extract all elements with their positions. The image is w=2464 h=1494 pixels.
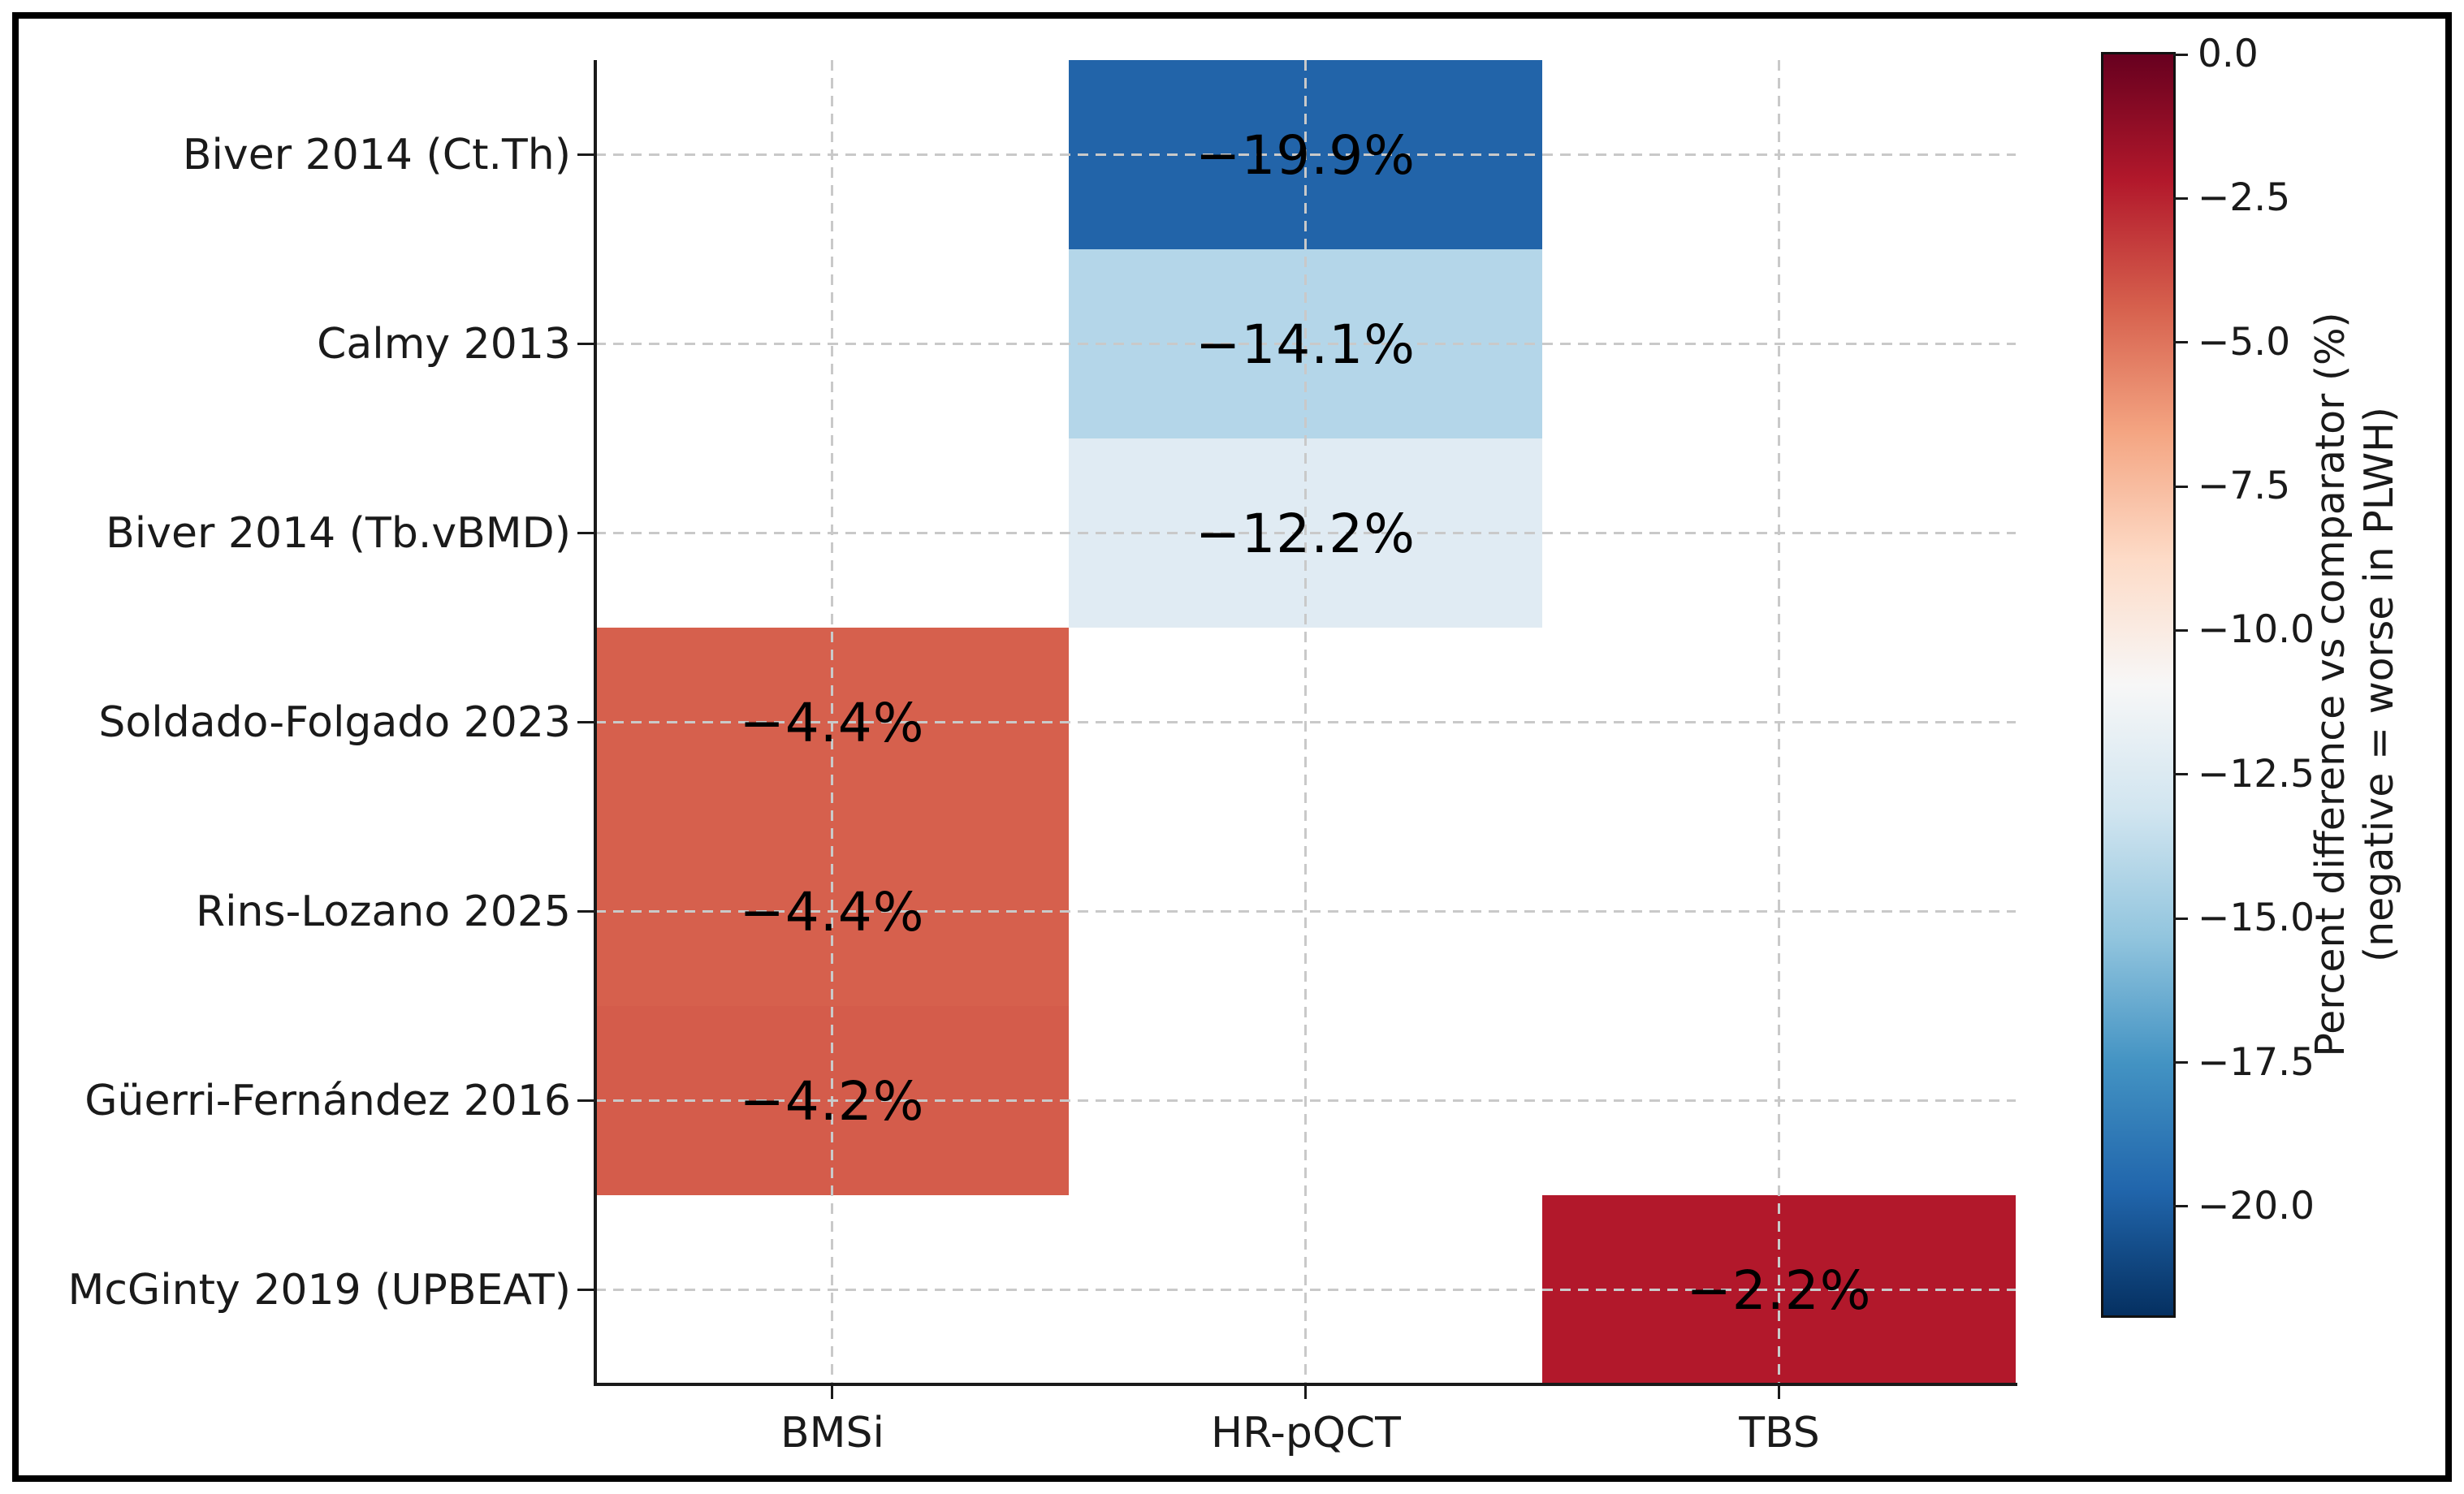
row-label: Rins-Lozano 2025 [195, 887, 571, 936]
cell-value-label: −4.4% [739, 880, 925, 943]
colorbar-tick-mark [2173, 918, 2188, 920]
colorbar-label-line1: Percent difference vs comparator (%) [2307, 312, 2354, 1057]
cell-value-label: −12.2% [1195, 502, 1416, 565]
colorbar-tick-mark [2173, 1061, 2188, 1064]
cell-value-label: −2.2% [1686, 1259, 1872, 1322]
column-label: BMSi [780, 1409, 884, 1457]
cell-value-label: −4.2% [739, 1069, 925, 1133]
colorbar-tick-mark [2173, 197, 2188, 200]
gridline-vertical [1304, 60, 1307, 1384]
colorbar-tick-mark [2173, 486, 2188, 488]
colorbar-tick-label: −10.0 [2198, 607, 2315, 652]
y-tick-mark [577, 910, 594, 913]
colorbar-tick-label: −20.0 [2198, 1184, 2315, 1228]
x-tick-mark [1778, 1384, 1780, 1399]
y-tick-mark [577, 1289, 594, 1291]
cell-value-label: −19.9% [1195, 123, 1416, 187]
x-tick-mark [1304, 1384, 1307, 1399]
colorbar-outline [2101, 52, 2176, 1318]
y-tick-mark [577, 1099, 594, 1102]
colorbar-tick-mark [2173, 1205, 2188, 1207]
colorbar-tick-label: −17.5 [2198, 1040, 2315, 1085]
colorbar-axis-label: Percent difference vs comparator (%) (ne… [2306, 312, 2404, 1056]
column-label: TBS [1739, 1409, 1820, 1457]
y-tick-mark [577, 721, 594, 723]
row-label: Güerri-Fernández 2016 [84, 1077, 571, 1125]
row-label: Soldado-Folgado 2023 [98, 698, 571, 747]
colorbar-tick-mark [2173, 341, 2188, 343]
colorbar-tick-mark [2173, 773, 2188, 775]
colorbar-tick-label: −5.0 [2198, 320, 2291, 365]
gridline-vertical [831, 60, 833, 1384]
colorbar-tick-label: 0.0 [2198, 32, 2259, 76]
y-tick-mark [577, 153, 594, 156]
colorbar-tick-mark [2173, 629, 2188, 632]
row-label: Calmy 2013 [317, 320, 571, 369]
colorbar-gradient [2103, 54, 2173, 1315]
row-label: Biver 2014 (Tb.vBMD) [106, 509, 571, 558]
colorbar-tick-label: −15.0 [2198, 896, 2315, 940]
figure-border [12, 12, 2452, 1482]
gridline-vertical [1778, 60, 1780, 1384]
row-label: Biver 2014 (Ct.Th) [182, 131, 571, 179]
y-tick-mark [577, 343, 594, 345]
y-tick-mark [577, 532, 594, 534]
y-axis-spine [594, 60, 597, 1386]
row-label: McGinty 2019 (UPBEAT) [67, 1266, 571, 1315]
cell-value-label: −4.4% [739, 691, 925, 754]
colorbar-label-line2: (negative = worse in PLWH) [2356, 406, 2402, 963]
cell-value-label: −14.1% [1195, 313, 1416, 376]
colorbar-tick-label: −7.5 [2198, 464, 2291, 508]
x-tick-mark [831, 1384, 833, 1399]
colorbar-tick-mark [2173, 54, 2188, 56]
colorbar-tick-label: −12.5 [2198, 752, 2315, 797]
colorbar-tick-label: −2.5 [2198, 175, 2291, 220]
column-label: HR-pQCT [1211, 1409, 1401, 1457]
